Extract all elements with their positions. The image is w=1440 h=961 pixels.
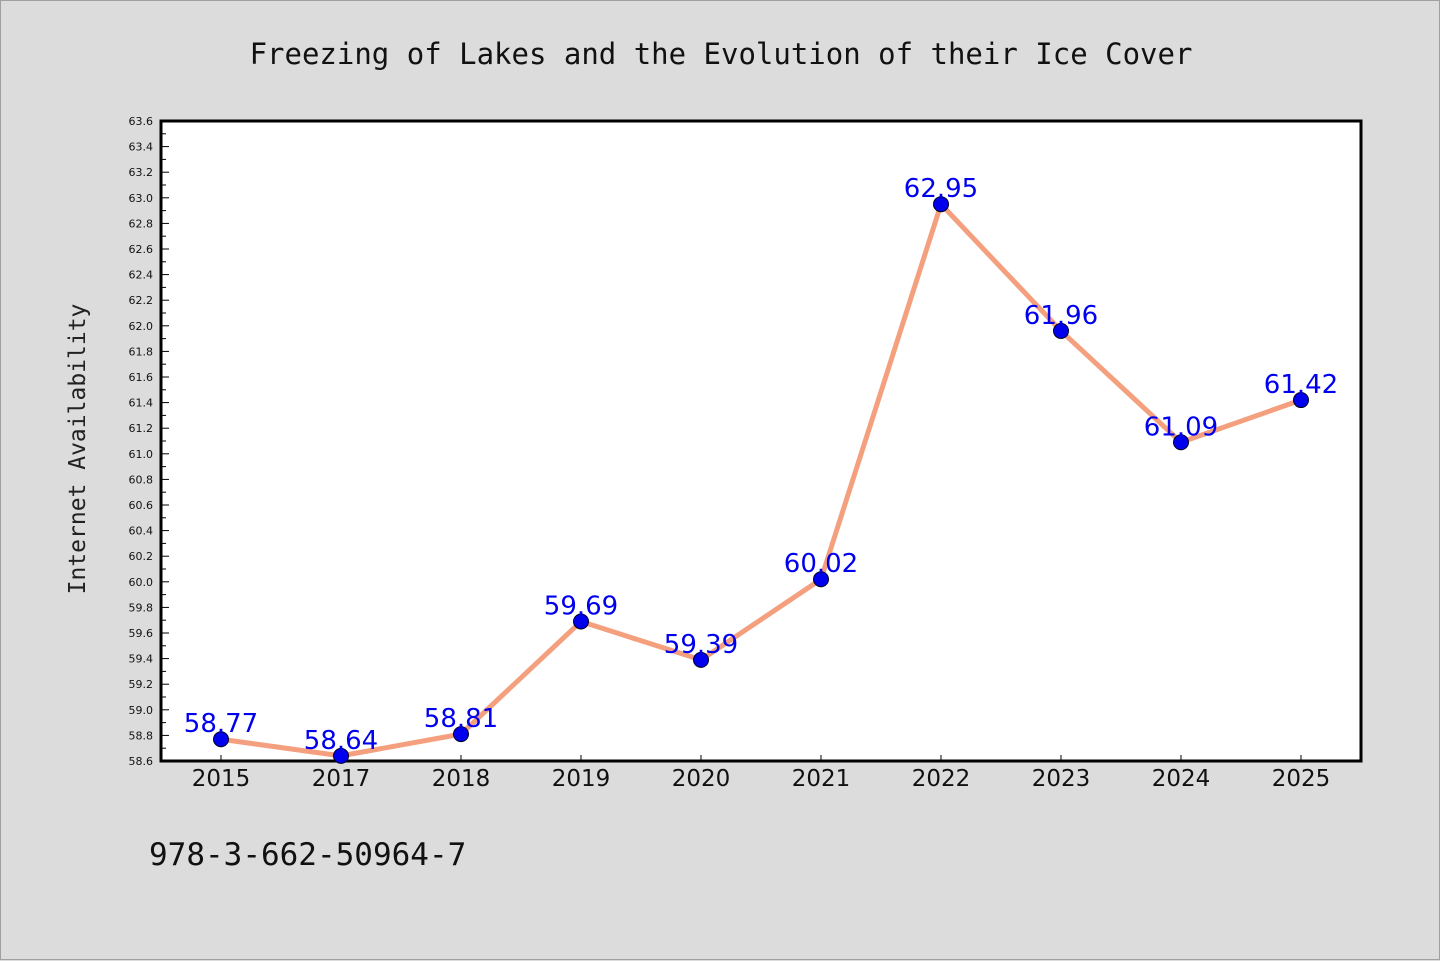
data-label: 62.95	[904, 174, 978, 204]
data-point	[1173, 434, 1189, 451]
data-label: 61.42	[1264, 370, 1338, 400]
data-point	[453, 726, 469, 743]
data-label: 58.64	[304, 726, 378, 756]
y-tick-label: 62.0	[129, 320, 154, 333]
x-tick-label: 2017	[312, 766, 371, 792]
x-tick-label: 2024	[1152, 766, 1211, 792]
data-label: 59.39	[664, 630, 738, 660]
data-label: 59.69	[544, 591, 618, 621]
y-tick-label: 59.2	[129, 678, 154, 691]
y-tick-label: 61.2	[129, 422, 154, 435]
x-tick-label: 2020	[672, 766, 731, 792]
plot-area	[159, 119, 1363, 763]
data-label: 61.09	[1144, 412, 1218, 442]
y-tick-label: 61.6	[129, 371, 154, 384]
x-axis-ticks: 2015 2017 2018 2019 2020 2021 2022 2023 2024 2025	[192, 755, 1331, 792]
series-line	[218, 201, 1304, 759]
y-tick-label: 63.2	[129, 166, 154, 179]
data-point	[1053, 322, 1069, 339]
x-tick-label: 2021	[792, 766, 851, 792]
y-tick-label: 60.0	[129, 576, 154, 589]
data-point	[933, 196, 949, 213]
chart-title: Freezing of Lakes and the Evolution of t…	[250, 37, 1193, 71]
y-tick-label: 61.4	[129, 397, 154, 410]
data-point	[693, 651, 709, 668]
data-label: 60.02	[784, 549, 858, 579]
y-tick-label: 60.4	[129, 525, 154, 538]
y-tick-label: 58.8	[129, 729, 154, 742]
y-tick-label: 59.6	[129, 627, 154, 640]
x-tick-label: 2018	[432, 766, 491, 792]
y-tick-label: 58.6	[129, 755, 154, 768]
y-tick-label: 63.4	[129, 141, 154, 154]
x-tick-label: 2019	[552, 766, 611, 792]
y-tick-label: 60.2	[129, 550, 154, 563]
y-tick-label: 62.2	[129, 294, 154, 307]
y-tick-label: 60.6	[129, 499, 154, 512]
data-point	[813, 571, 829, 588]
y-tick-label: 59.0	[129, 704, 154, 717]
data-label: 58.77	[184, 709, 258, 739]
y-tick-label: 60.8	[129, 473, 154, 486]
y-tick-label: 63.0	[129, 192, 154, 205]
data-labels-layer: 58.77 58.64 58.81 59.69 59.39 60.02 62.95 61.96…	[184, 174, 1338, 756]
y-tick-label: 59.4	[129, 653, 154, 666]
data-label: 61.96	[1024, 301, 1098, 331]
x-tick-label: 2022	[912, 766, 971, 792]
data-label: 58.81	[424, 704, 498, 734]
data-point	[1293, 392, 1309, 409]
data-point	[573, 613, 589, 630]
y-tick-label: 62.8	[129, 217, 154, 230]
x-tick-label: 2023	[1032, 766, 1091, 792]
y-axis-label: Internet Availability	[65, 304, 91, 595]
y-tick-label: 62.4	[129, 269, 154, 282]
y-tick-label: 59.8	[129, 601, 154, 614]
data-point	[213, 731, 229, 748]
y-tick-label: 61.8	[129, 345, 154, 358]
y-tick-label: 61.0	[129, 448, 154, 461]
x-tick-label: 2015	[192, 766, 251, 792]
y-tick-label: 63.6	[129, 115, 154, 128]
y-tick-label: 62.6	[129, 243, 154, 256]
isbn-text: 978-3-662-50964-7	[149, 837, 466, 873]
series-layer	[213, 196, 1309, 764]
y-axis-ticks: 58.6 58.8 59.0 59.2 59.4 59.6 59.8 60.0 60.2 60.4…	[129, 115, 169, 768]
x-tick-label: 2025	[1272, 766, 1331, 792]
data-point	[333, 747, 349, 764]
